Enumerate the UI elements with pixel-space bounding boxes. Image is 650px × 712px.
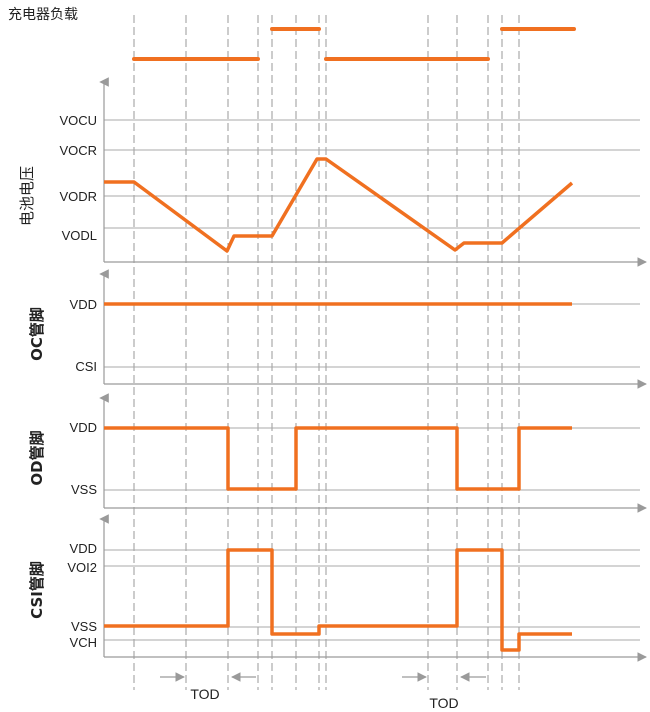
csi-pin-trace <box>104 548 572 652</box>
level-label-vocr: VOCR <box>59 143 97 158</box>
level-label-vocu: VOCU <box>59 113 97 128</box>
charger-load-bars <box>132 27 576 61</box>
level-label-oc-vdd: VDD <box>70 297 97 312</box>
level-label-oc-csi: CSI <box>75 359 97 374</box>
level-label-csi-vss: VSS <box>71 619 97 634</box>
battery-voltage-trace <box>104 157 574 253</box>
level-label-od-vss: VSS <box>71 482 97 497</box>
level-label-od-vdd: VDD <box>70 420 97 435</box>
level-label-csi-vdd: VDD <box>70 541 97 556</box>
level-label-vodr: VODR <box>59 189 97 204</box>
level-label-csi-vch: VCH <box>70 635 97 650</box>
csi-pin-axis-label: CSI管脚 <box>28 561 46 619</box>
tod-label: TOD <box>190 686 219 702</box>
oc-pin-axis-label: OC管脚 <box>28 307 46 361</box>
charger-load-title: 充电器负载 <box>8 7 78 23</box>
od-pin-trace <box>104 426 572 491</box>
level-labels: VOCU VOCR VODR VODL VDD CSI VDD VSS VDD … <box>59 113 97 650</box>
level-label-vodl: VODL <box>62 228 97 243</box>
level-label-csi-voi2: VOI2 <box>67 560 97 575</box>
level-grid <box>104 119 640 641</box>
waveforms <box>104 157 574 652</box>
axes <box>99 77 647 662</box>
battery-voltage-axis-label: 电池电压 <box>18 166 36 226</box>
time-markers <box>133 15 520 690</box>
od-pin-axis-label: OD管脚 <box>28 430 46 485</box>
tod-label: TOD <box>429 695 458 711</box>
